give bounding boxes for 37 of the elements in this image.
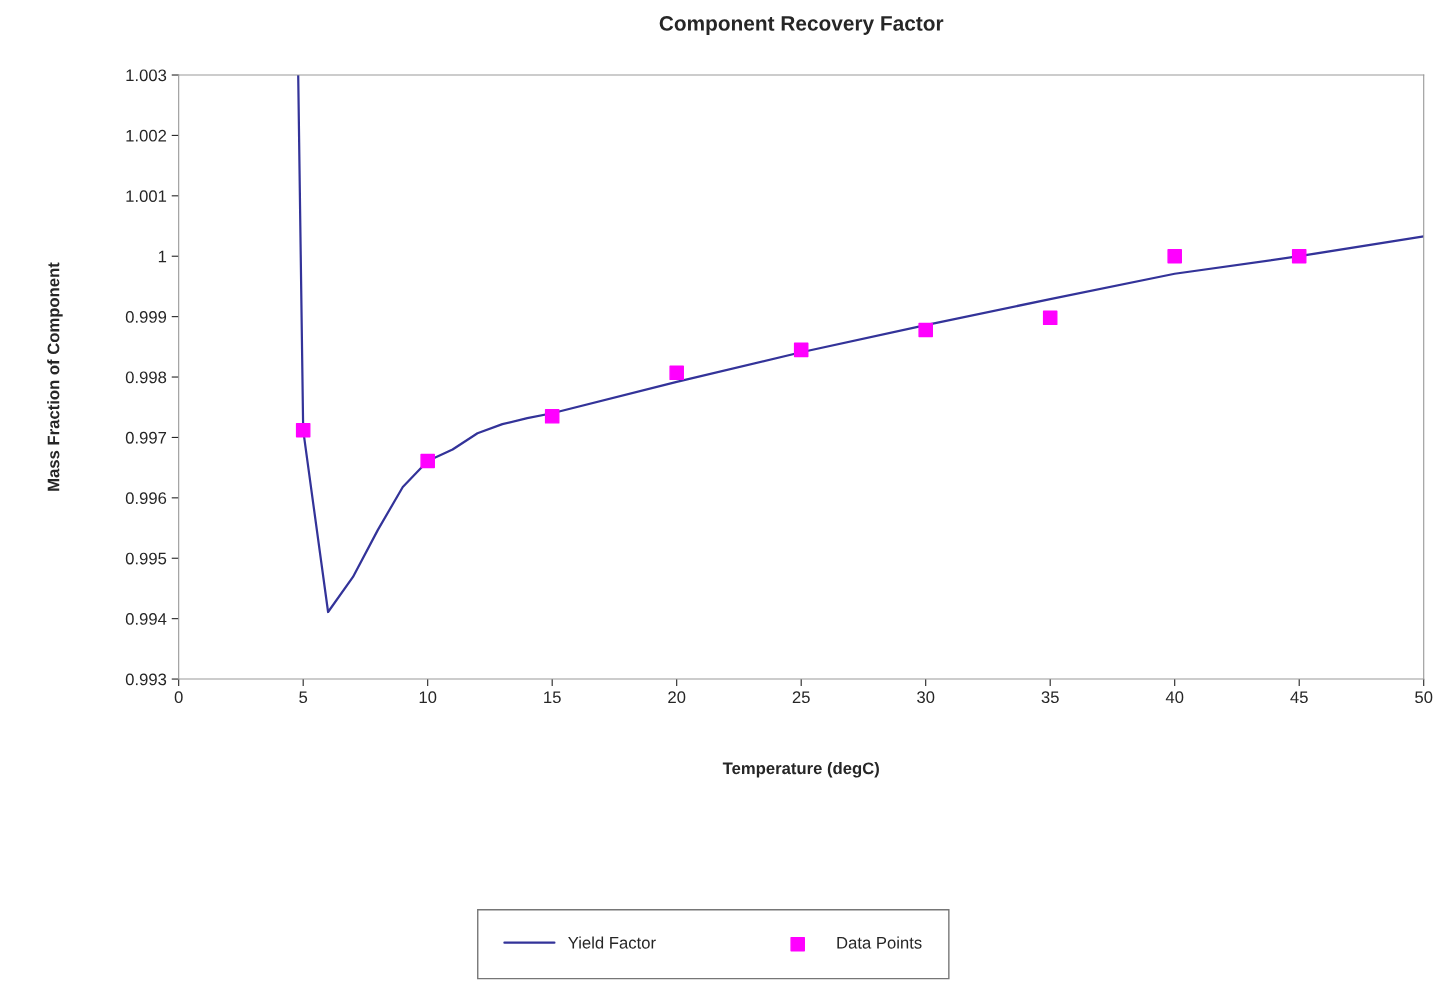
y-tick-label: 0.996: [125, 492, 167, 505]
y-tick-label: 1.002: [126, 129, 167, 142]
y-tick-label: 0.997: [125, 431, 167, 444]
y-tick-label: 0.993: [125, 673, 167, 686]
point: [420, 453, 435, 469]
y-axis-title: Mass Fraction of Component: [47, 262, 63, 491]
y-tick-label: 0.995: [125, 552, 167, 565]
x-axis-title: Temperature (degC): [722, 761, 879, 778]
x-tick-label: 25: [792, 691, 810, 704]
x-tick-label: 40: [1165, 691, 1184, 704]
x-tick-label: 35: [1041, 691, 1059, 704]
y-tick-label: 1.001: [126, 190, 167, 203]
y-tick-label: 1.003: [126, 69, 167, 82]
chart-title: Component Recovery Factor: [659, 16, 944, 35]
x-tick-label: 10: [419, 691, 437, 704]
x-tick-label: 0: [174, 691, 183, 704]
y-tick-label: 0.999: [125, 311, 167, 323]
point: [295, 422, 311, 438]
point: [1291, 248, 1307, 264]
point: [793, 342, 809, 358]
line-series: [297, 75, 1424, 614]
legend-label: Yield Factor: [568, 936, 656, 949]
point: [1042, 310, 1058, 326]
legend-label: Data Points: [837, 936, 922, 949]
x-tick-label: 45: [1290, 691, 1308, 704]
y-tick-label: 0.994: [125, 613, 167, 625]
y-tick-label: 0.998: [125, 371, 167, 384]
point: [669, 365, 684, 381]
x-tick-label: 30: [917, 691, 935, 704]
y-tick-label: 1: [158, 250, 167, 263]
point: [544, 409, 560, 424]
x-tick-label: 5: [299, 691, 308, 704]
x-tick-label: 50: [1415, 691, 1433, 704]
x-tick-label: 20: [668, 691, 686, 704]
x-tick-label: 15: [544, 691, 561, 704]
point: [1167, 248, 1182, 264]
point: [918, 322, 933, 338]
